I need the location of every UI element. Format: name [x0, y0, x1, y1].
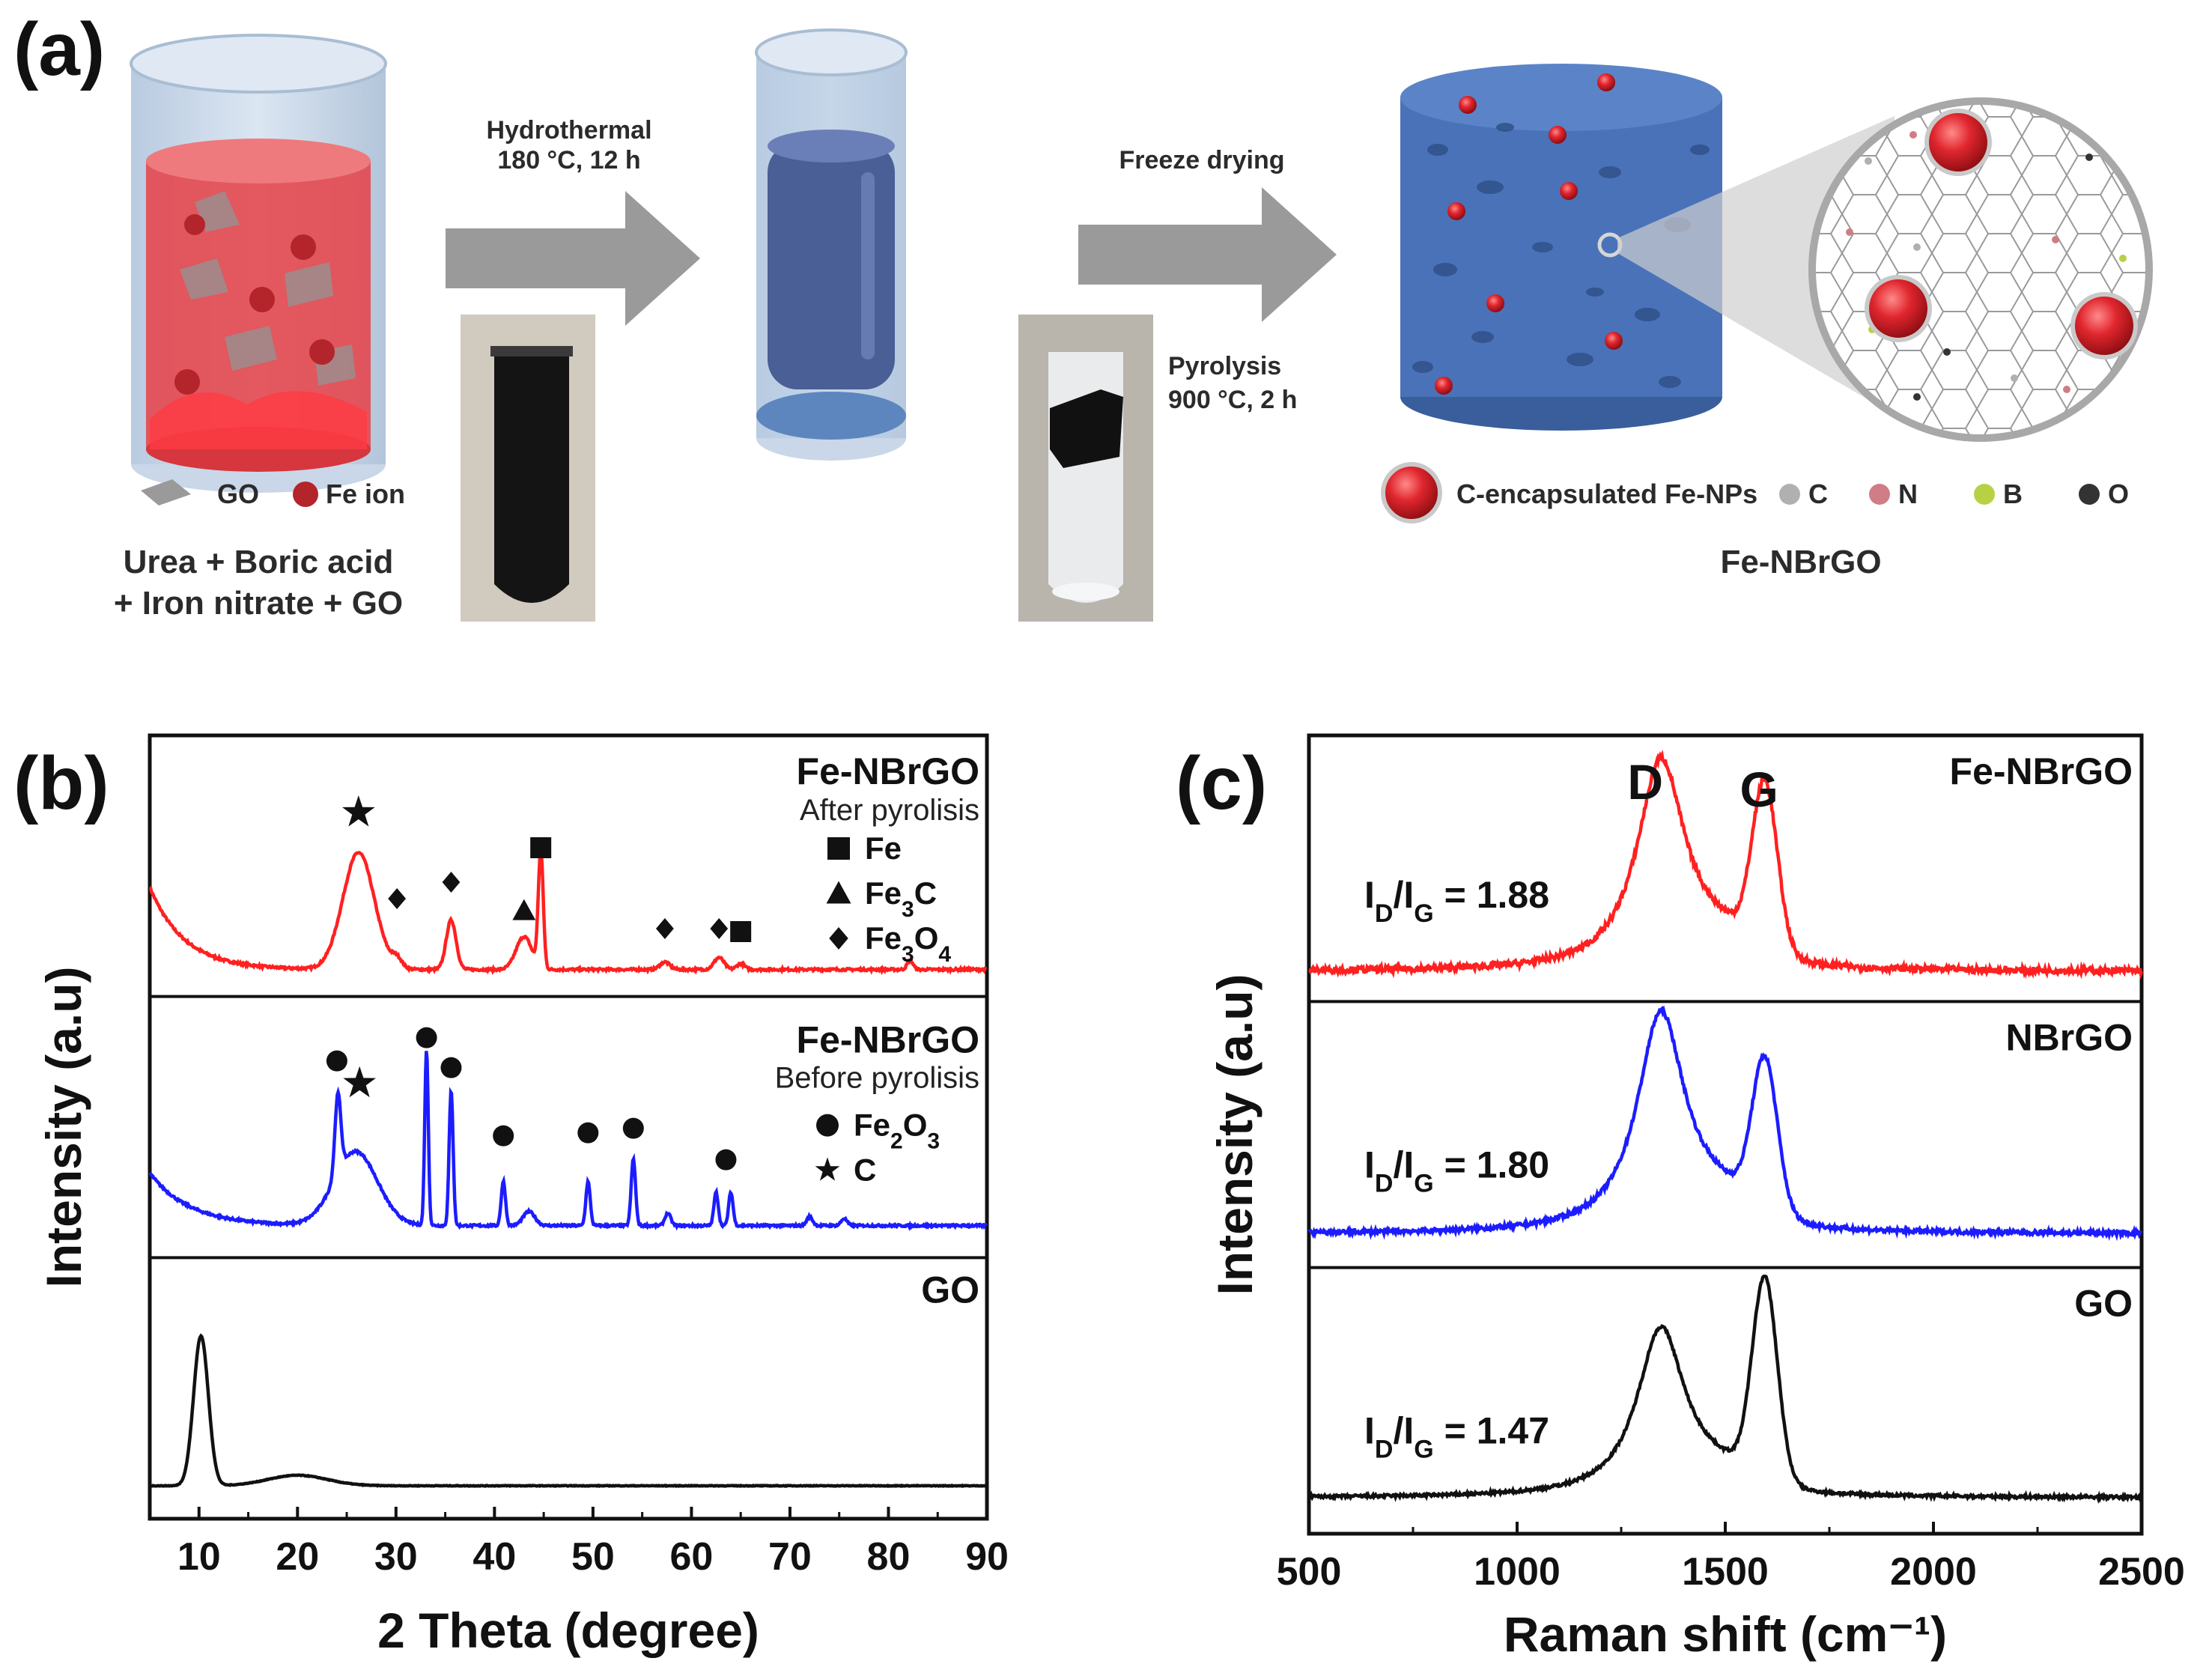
step3-line2: 900 °C, 2 h — [1168, 386, 1297, 414]
arrow-hydrothermal-icon — [446, 191, 700, 326]
arrow-freeze-drying-icon — [1078, 187, 1337, 322]
product-legend: C-encapsulated Fe-NPs C N B O — [1381, 462, 2129, 523]
x-axis-title: Raman shift (cm⁻¹) — [1504, 1606, 1947, 1662]
raman-sample-label: NBrGO — [2006, 1016, 2133, 1058]
raman-line-2 — [1307, 1274, 2143, 1505]
legend-marker-star — [815, 1157, 840, 1181]
peak-marker-circle — [416, 1027, 437, 1048]
id-ig-label: ID/IG = 1.47 — [1364, 1410, 1549, 1464]
product-name: Fe-NBrGO — [1720, 544, 1881, 580]
raman-line-1 — [1307, 1005, 2143, 1242]
photo-vial-aerogel — [1018, 315, 1153, 622]
aerogel-cylinder-icon — [1400, 64, 1722, 431]
panel-label-b: (b) — [13, 741, 109, 825]
x-tick-label: 2000 — [1890, 1550, 1977, 1594]
raman-chart: 500 1000 1500 2000 2500 Raman shift (cm⁻¹) Int… — [1207, 733, 2185, 1662]
peak-marker-circle — [715, 1149, 737, 1171]
y-axis-title: Intensity (a.u) — [1207, 974, 1263, 1295]
peak-marker-circle — [622, 1117, 644, 1139]
id-ig-label: ID/IG = 1.88 — [1364, 874, 1549, 928]
legend-marker-circle — [816, 1114, 839, 1137]
peak-marker-diamond — [710, 918, 729, 939]
svg-text:O: O — [2108, 479, 2129, 509]
y-axis-title: Intensity (a.u) — [36, 966, 91, 1287]
xrd-condition-before: Before pyrolisis — [775, 1062, 979, 1095]
legend-label: Fe3O4 — [865, 920, 951, 967]
xrd-condition-after: After pyrolisis — [800, 794, 979, 827]
x-tick-label: 500 — [1277, 1550, 1342, 1594]
id-ig-label: ID/IG = 1.80 — [1364, 1144, 1549, 1197]
step3-line1: Pyrolysis — [1168, 352, 1281, 380]
x-tick-label: 70 — [768, 1535, 812, 1579]
peak-marker-square — [530, 837, 552, 858]
panel-label-c: (c) — [1176, 741, 1267, 825]
beaker-precursor-icon — [130, 34, 387, 493]
x-axis-title: 2 Theta (degree) — [377, 1603, 759, 1658]
panel-label-a: (a) — [13, 7, 105, 91]
xrd-line-1 — [148, 1051, 988, 1232]
peak-marker-star — [343, 1066, 376, 1098]
peak-marker-square — [730, 921, 752, 942]
legend-label: Fe3C — [865, 875, 937, 922]
xrd-label-after: Fe-NBrGO — [797, 750, 979, 792]
peak-marker-circle — [440, 1057, 462, 1078]
legend-label: Fe — [865, 831, 902, 866]
xrd-frame — [148, 733, 989, 1521]
legend-marker-square — [827, 837, 850, 860]
peak-marker-circle — [493, 1125, 514, 1147]
peak-marker-diamond — [388, 888, 407, 909]
legend-label: Fe2O3 — [854, 1108, 940, 1154]
x-tick-label: 30 — [374, 1535, 418, 1579]
step1-line2: 180 °C, 12 h — [497, 146, 640, 174]
x-tick-label: 1000 — [1474, 1550, 1561, 1594]
legend-fe-ion: Fe ion — [293, 479, 405, 509]
x-tick-label: 80 — [867, 1535, 911, 1579]
x-tick-label: 2500 — [2098, 1550, 2185, 1594]
xrd-label-before: Fe-NBrGO — [797, 1019, 979, 1061]
raman-sample-label: Fe-NBrGO — [1950, 750, 2133, 792]
svg-text:N: N — [1898, 479, 1918, 509]
step2: Freeze drying — [1119, 146, 1284, 174]
photo-vial-gel — [461, 315, 595, 622]
zoom-circle — [1617, 97, 2153, 442]
peak-marker-diamond — [442, 872, 461, 893]
x-tick-label: 1500 — [1682, 1550, 1769, 1594]
xrd-label-go: GO — [921, 1269, 979, 1311]
xrd-line-0 — [148, 848, 988, 976]
x-tick-label: 10 — [177, 1535, 221, 1579]
band-label-g: G — [1739, 762, 1778, 817]
peak-marker-triangle — [512, 899, 536, 920]
peak-marker-diamond — [655, 918, 674, 939]
legend-np-label: C-encapsulated Fe-NPs — [1456, 479, 1757, 509]
legend-label: C — [854, 1153, 876, 1188]
precursors-line1: Urea + Boric acid — [124, 544, 394, 580]
svg-text:Fe ion: Fe ion — [326, 479, 405, 509]
svg-text:B: B — [2003, 479, 2023, 509]
x-tick-label: 50 — [571, 1535, 615, 1579]
x-tick-label: 20 — [276, 1535, 319, 1579]
peak-marker-circle — [326, 1050, 347, 1072]
svg-text:GO: GO — [217, 479, 259, 509]
raman-line-0 — [1308, 750, 2144, 980]
peak-marker-star — [342, 795, 375, 827]
raman-sample-label: GO — [2074, 1283, 2133, 1325]
np-legend-icon — [1381, 462, 1442, 523]
xrd-line-2 — [149, 1333, 987, 1489]
legend-go: GO — [141, 479, 259, 509]
precursors-line2: + Iron nitrate + GO — [114, 585, 403, 622]
legend-marker-diamond — [829, 927, 848, 950]
beaker-hydrogel-icon — [755, 28, 908, 461]
xrd-chart: 10 20 30 40 50 60 70 80 90 2 Theta (degree) Intens… — [36, 733, 1009, 1658]
svg-text:C: C — [1808, 479, 1828, 509]
x-tick-label: 60 — [669, 1535, 713, 1579]
peak-marker-circle — [577, 1122, 599, 1144]
band-label-d: D — [1627, 754, 1663, 810]
x-tick-label: 40 — [473, 1535, 516, 1579]
x-tick-label: 90 — [965, 1535, 1009, 1579]
step1-line1: Hydrothermal — [486, 116, 651, 145]
legend-marker-triangle — [826, 881, 851, 904]
